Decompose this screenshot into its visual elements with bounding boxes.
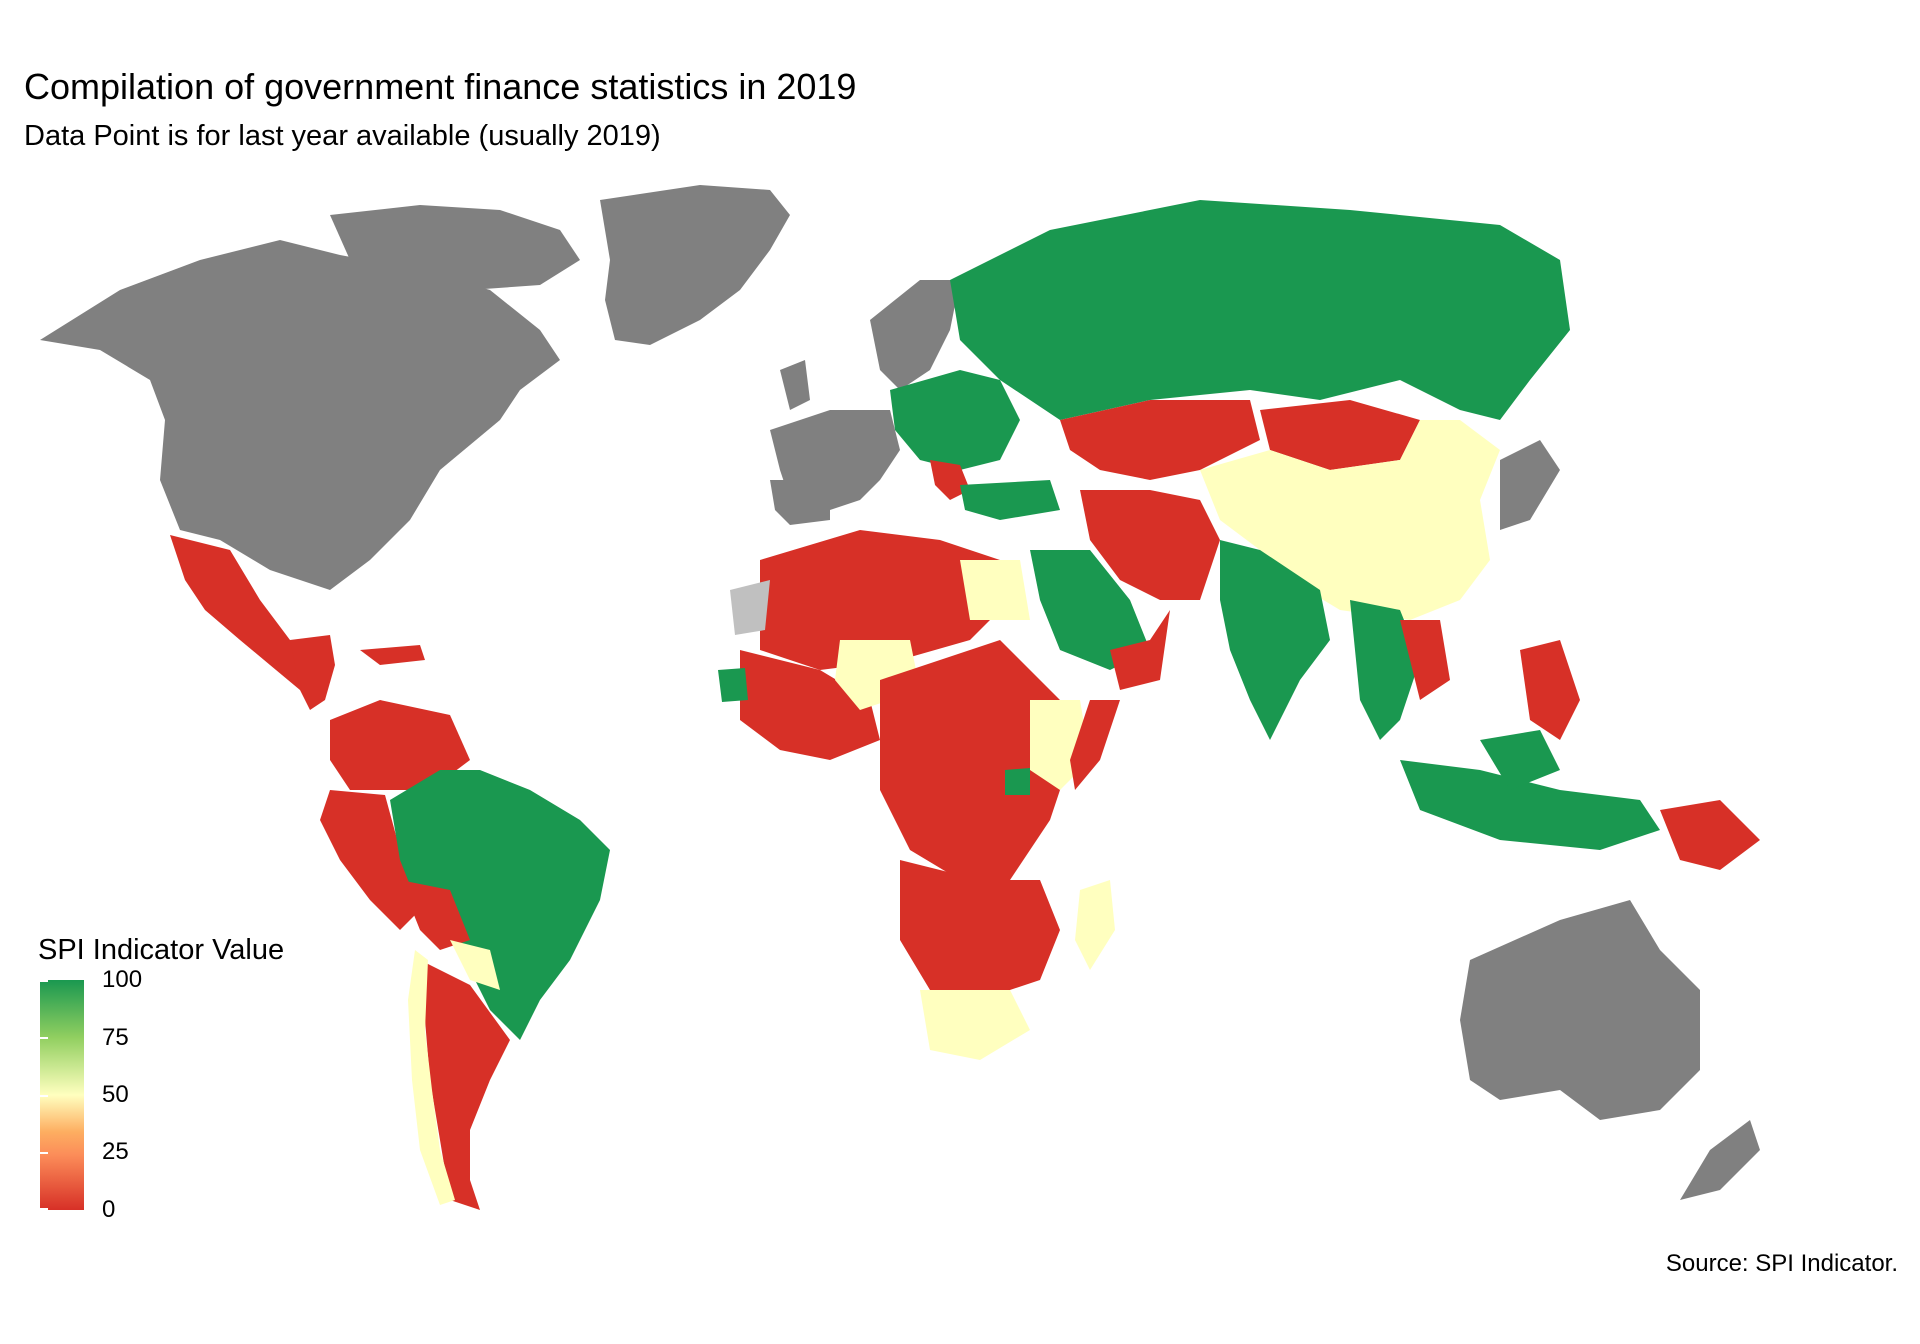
region-central-africa [880, 640, 1070, 880]
region-new-zealand [1680, 1120, 1760, 1200]
legend-tickmark-50 [40, 1095, 48, 1097]
region-egypt [960, 560, 1030, 620]
legend-tickmark-25 [40, 1152, 48, 1154]
region-india [1220, 540, 1330, 740]
region-southeast-asia [1350, 600, 1420, 740]
legend-tick-0: 0 [102, 1196, 116, 1223]
legend-title: SPI Indicator Value [38, 934, 285, 966]
region-central-america [290, 635, 335, 710]
region-thailand-laos [1400, 620, 1450, 700]
legend-tickmark-0 [40, 1208, 48, 1210]
region-russia [950, 200, 1570, 420]
region-china [1200, 420, 1500, 620]
region-caribbean [360, 645, 425, 665]
region-png [1660, 800, 1760, 870]
region-chile [408, 950, 455, 1205]
region-indonesia [1400, 760, 1660, 850]
region-mexico [170, 535, 320, 690]
region-turkey [960, 480, 1060, 520]
region-kazakhstan [1060, 400, 1260, 480]
region-west-africa [740, 650, 880, 760]
region-iberia [770, 480, 830, 525]
region-bolivia [400, 880, 470, 950]
region-saudi-arabia [1030, 550, 1150, 670]
region-brazil [390, 770, 610, 1040]
region-southern-africa [900, 860, 1060, 1000]
legend-tick-25: 25 [102, 1138, 129, 1165]
region-australia [1460, 900, 1700, 1120]
source-caption: Source: SPI Indicator. [1665, 1250, 1898, 1277]
region-paraguay [450, 940, 500, 990]
region-western-sahara [730, 580, 770, 635]
region-uganda [1005, 768, 1030, 795]
legend-tickmark-100 [40, 980, 48, 982]
region-yemen-oman [1110, 610, 1170, 690]
region-north-america [40, 240, 560, 590]
legend-tick-50: 50 [102, 1081, 129, 1108]
region-philippines [1520, 640, 1580, 740]
region-scandinavia [870, 280, 960, 390]
region-iran-afghanistan [1080, 490, 1220, 600]
region-south-africa [920, 990, 1030, 1060]
region-venezuela-colombia [330, 700, 470, 790]
region-japan [1500, 440, 1560, 530]
region-greenland [600, 185, 790, 345]
chart-title: Compilation of government finance statis… [24, 66, 857, 107]
region-peru [320, 790, 420, 930]
chart-subtitle: Data Point is for last year available (u… [24, 120, 661, 152]
region-borneo [1480, 730, 1560, 790]
region-senegal [718, 668, 748, 702]
legend-tick-75: 75 [102, 1024, 129, 1051]
region-uk [780, 360, 810, 410]
region-somalia [1070, 700, 1120, 790]
region-balkans [930, 460, 970, 500]
region-mongolia [1260, 400, 1420, 470]
region-eastern-europe [890, 370, 1020, 470]
legend-tickmark-75 [40, 1037, 48, 1039]
legend-tick-100: 100 [102, 966, 143, 993]
region-madagascar [1075, 880, 1115, 970]
region-north-africa [760, 530, 1010, 670]
region-argentina [420, 960, 510, 1210]
